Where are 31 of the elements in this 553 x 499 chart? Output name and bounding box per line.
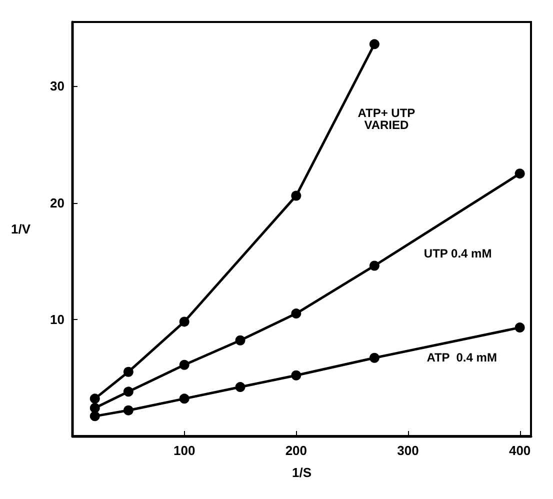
point xyxy=(235,382,246,392)
point xyxy=(123,366,134,377)
x-axis-title: 1/S xyxy=(292,465,312,480)
point xyxy=(123,386,134,397)
point xyxy=(179,316,190,327)
y-tick-label: 20 xyxy=(50,195,65,210)
point xyxy=(90,394,100,404)
point xyxy=(514,168,525,179)
point xyxy=(179,360,190,370)
point xyxy=(90,411,100,422)
x-tick-label: 400 xyxy=(508,443,531,458)
point xyxy=(90,403,100,414)
y-tick-label: 10 xyxy=(50,312,65,327)
point xyxy=(369,352,380,363)
series-label: ATP 0.4 mM xyxy=(426,350,497,365)
point xyxy=(369,260,380,271)
point xyxy=(369,39,380,50)
x-tick-label: 100 xyxy=(173,443,196,458)
point xyxy=(179,394,190,404)
point xyxy=(291,190,302,201)
point xyxy=(123,405,134,416)
series-label: UTP 0.4 mM xyxy=(424,246,492,261)
point xyxy=(291,308,302,319)
point xyxy=(235,335,246,346)
x-tick-label: 300 xyxy=(397,443,419,458)
y-tick-label: 30 xyxy=(50,78,65,94)
series-label: ATP+ UTP VARIED xyxy=(358,106,416,132)
point xyxy=(514,322,525,333)
y-axis-title: 1/V xyxy=(10,222,31,236)
point xyxy=(291,370,302,380)
x-tick-label: 200 xyxy=(285,443,308,458)
